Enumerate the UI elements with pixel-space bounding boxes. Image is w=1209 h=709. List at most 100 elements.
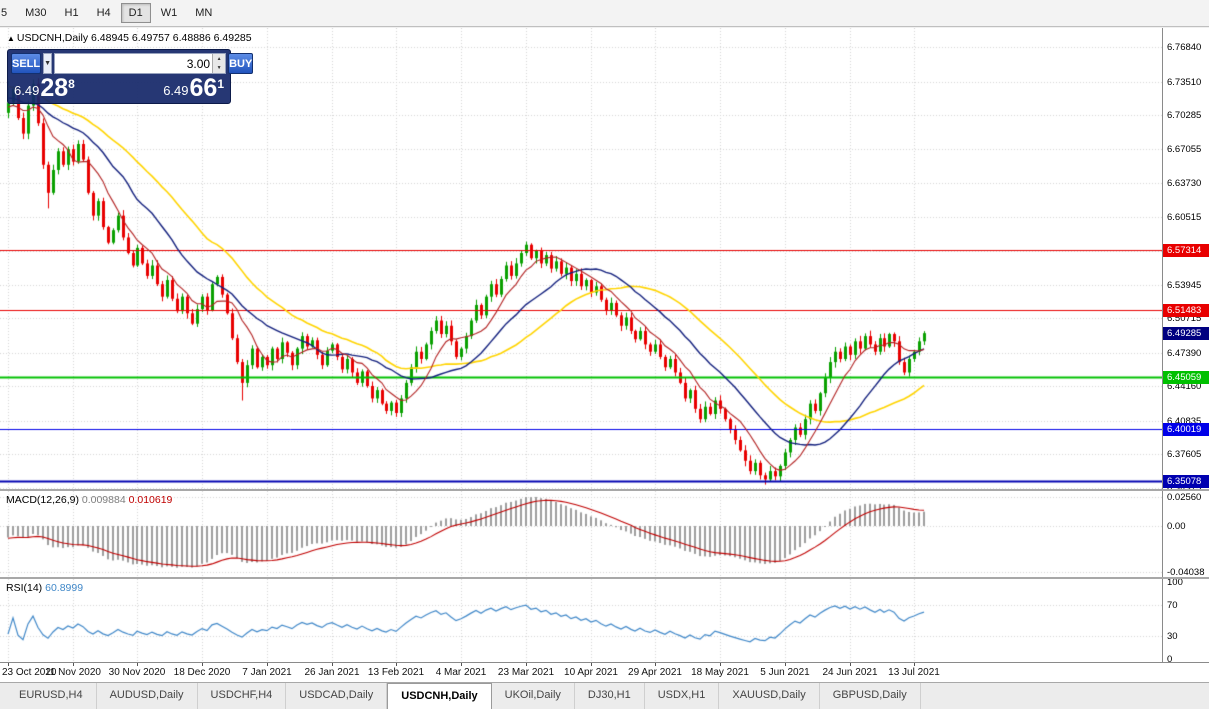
timeframe-button-d1[interactable]: D1 [120, 3, 151, 23]
date-axis-label: 30 Nov 2020 [108, 667, 166, 678]
timeframe-button-h4[interactable]: H4 [89, 3, 119, 23]
date-axis-label: 18 Dec 2020 [173, 667, 231, 678]
price-axis-label: 6.37605 [1167, 449, 1202, 461]
volume-preset-dropdown[interactable]: ▼ [43, 53, 53, 74]
chart-tab-xauusd-daily[interactable]: XAUUSD,Daily [719, 683, 820, 709]
price-axis-label: 6.44160 [1167, 381, 1202, 393]
one-click-trading-panel: SELL ▼ ▲ ▼ BUY 6.49 28 8 6.4 [7, 49, 254, 104]
level-price-tag: 6.51483 [1163, 304, 1209, 317]
price-axis-label: 6.53945 [1167, 279, 1202, 291]
date-axis-label: 7 Jan 2021 [242, 667, 292, 678]
date-axis-label: 4 Mar 2021 [435, 667, 487, 678]
date-axis-label: 29 Apr 2021 [628, 667, 682, 678]
price-chart-panel[interactable]: ▲ USDCNH,Daily 6.48945 6.49757 6.48886 6.… [0, 28, 1162, 489]
level-price-tag: 6.40019 [1163, 423, 1209, 436]
up-tick-icon: ▲ [7, 34, 15, 43]
timeframe-button-5[interactable]: 5 [0, 3, 15, 23]
date-tick [332, 663, 333, 666]
price-axis-label: 6.40835 [1167, 415, 1202, 427]
timeframe-button-w1[interactable]: W1 [153, 3, 186, 23]
volume-input[interactable] [55, 54, 213, 73]
rsi-axis-label: 0 [1167, 653, 1173, 665]
volume-increase-button[interactable]: ▲ [213, 54, 226, 64]
volume-decrease-button[interactable]: ▼ [213, 63, 226, 73]
chart-tab-audusd-daily[interactable]: AUDUSD,Daily [97, 683, 198, 709]
chart-tab-usdx-h1[interactable]: USDX,H1 [645, 683, 720, 709]
date-axis-label: 13 Feb 2021 [367, 667, 425, 678]
level-price-tag: 6.57314 [1163, 244, 1209, 257]
price-axis-label: 6.73510 [1167, 76, 1202, 88]
date-tick [720, 663, 721, 666]
rsi-indicator-panel[interactable]: RSI(14) 60.8999 [0, 579, 1162, 662]
macd-signal-value: 0.010619 [128, 494, 173, 506]
macd-canvas[interactable] [0, 491, 1162, 577]
date-tick [785, 663, 786, 666]
date-tick [137, 663, 138, 666]
macd-axis-label: 0.02560 [1167, 492, 1202, 503]
buy-price-pips: 66 [189, 74, 218, 102]
price-axis-label: 6.76840 [1167, 42, 1202, 53]
chart-tab-usdcad-daily[interactable]: USDCAD,Daily [286, 683, 388, 709]
sell-price-base: 6.49 [14, 83, 40, 98]
price-axis[interactable]: 6.76840 6.73510 6.70285 6.67055 6.63730 6.605… [1162, 28, 1209, 665]
date-axis[interactable]: 23 Oct 2020 11 Nov 2020 30 Nov 2020 18 Dec … [0, 662, 1209, 682]
price-axis-label: 6.34375 [1167, 483, 1201, 494]
date-tick [850, 663, 851, 666]
macd-axis-label: 0.00 [1167, 521, 1186, 532]
date-tick [267, 663, 268, 666]
chart-tab-gbpusd-daily[interactable]: GBPUSD,Daily [820, 683, 921, 709]
rsi-axis-label: 70 [1167, 600, 1178, 612]
chart-tab-ukoil-daily[interactable]: UKOil,Daily [492, 683, 575, 709]
date-axis-label: 11 Nov 2020 [45, 667, 101, 678]
timeframe-button-m30[interactable]: M30 [17, 3, 54, 23]
rsi-name: RSI(14) [6, 582, 43, 594]
rsi-label: RSI(14) 60.8999 [6, 582, 83, 594]
chart-tab-bar: EURUSD,H4 AUDUSD,Daily USDCHF,H4 USDCAD,Dai… [0, 682, 1209, 709]
price-axis-label: 6.67055 [1167, 143, 1202, 155]
bid-ask-prices: 6.49 28 8 6.49 66 1 [11, 74, 227, 101]
price-axis-label: 6.50715 [1167, 313, 1202, 325]
sell-button[interactable]: SELL [11, 53, 42, 74]
level-price-tag: 6.35078 [1163, 475, 1209, 488]
chevron-down-icon: ▼ [44, 60, 52, 67]
chart-tab-usdcnh-daily[interactable]: USDCNH,Daily [387, 683, 492, 709]
chart-tab-usdchf-h4[interactable]: USDCHF,H4 [198, 683, 287, 709]
current-price-tag: 6.49285 [1163, 327, 1209, 340]
volume-box: ▲ ▼ [54, 53, 227, 74]
macd-indicator-panel[interactable]: MACD(12,26,9) 0.009884 0.010619 [0, 491, 1162, 577]
date-axis-label: 23 Mar 2021 [497, 667, 555, 678]
buy-price-pipette: 1 [217, 77, 224, 91]
date-axis-label: 18 May 2021 [691, 667, 749, 678]
rsi-canvas[interactable] [0, 579, 1162, 662]
price-axis-label: 6.70285 [1167, 110, 1202, 122]
timeframe-button-mn[interactable]: MN [187, 3, 220, 23]
candlestick-chart-canvas[interactable] [0, 28, 1162, 489]
date-tick [526, 663, 527, 666]
date-axis-label: 23 Oct 2020 [2, 667, 57, 678]
panel-resize-separator[interactable] [0, 489, 1209, 491]
price-axis-label: 6.47390 [1167, 347, 1202, 359]
chart-tab-dj30-h1[interactable]: DJ30,H1 [575, 683, 645, 709]
macd-name: MACD(12,26,9) [6, 494, 79, 506]
chart-tab-eurusd-h4[interactable]: EURUSD,H4 [6, 683, 97, 709]
date-axis-label: 10 Apr 2021 [564, 667, 618, 678]
symbol-name: USDCNH,Daily [16, 32, 89, 44]
macd-main-value: 0.009884 [81, 494, 126, 506]
timeframe-toolbar: 5 M30 H1 H4 D1 W1 MN [0, 0, 1209, 27]
chart-window: ▲ USDCNH,Daily 6.48945 6.49757 6.48886 6.… [0, 28, 1209, 682]
price-axis-label: 6.60515 [1167, 211, 1202, 223]
date-tick [202, 663, 203, 666]
date-axis-label: 5 Jun 2021 [760, 667, 810, 678]
date-axis-label: 24 Jun 2021 [822, 667, 878, 678]
date-tick [914, 663, 915, 666]
panel-resize-separator[interactable] [0, 577, 1209, 579]
buy-button[interactable]: BUY [228, 53, 254, 74]
date-tick [461, 663, 462, 666]
date-tick [8, 663, 9, 666]
macd-label: MACD(12,26,9) 0.009884 0.010619 [6, 494, 172, 506]
buy-price-base: 6.49 [163, 83, 189, 98]
symbol-ohlc-line: ▲ USDCNH,Daily 6.48945 6.49757 6.48886 6.… [7, 32, 252, 44]
timeframe-button-h1[interactable]: H1 [57, 3, 87, 23]
date-tick [396, 663, 397, 666]
sell-price-pipette: 8 [68, 77, 75, 91]
